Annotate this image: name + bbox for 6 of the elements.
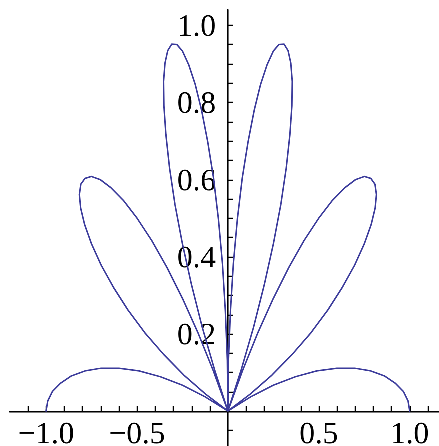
y-tick-label: 1.0 xyxy=(177,8,216,43)
x-tick-label: 1.0 xyxy=(390,415,430,446)
line-series xyxy=(46,44,411,412)
x-tick-label: −1.0 xyxy=(18,415,74,446)
x-tick-label: 0.5 xyxy=(300,415,338,446)
x-tick-label: −0.5 xyxy=(109,415,166,446)
